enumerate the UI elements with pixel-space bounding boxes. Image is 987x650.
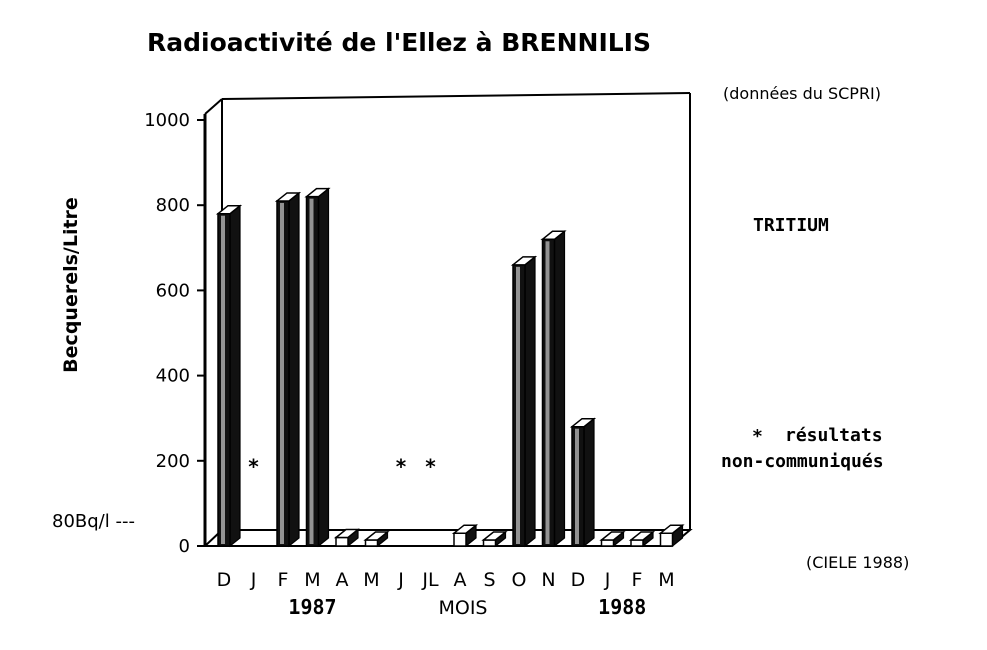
bar-highlight xyxy=(516,266,520,544)
y-tick-label: 600 xyxy=(156,280,190,301)
bar-front xyxy=(335,536,349,547)
y-tick-label: 400 xyxy=(156,366,190,387)
bar-side xyxy=(524,255,536,548)
bar-side xyxy=(583,417,595,548)
year-label: 1988 xyxy=(598,595,646,619)
missing-data-marker: * xyxy=(424,454,436,478)
bar xyxy=(569,417,597,548)
bar xyxy=(658,523,685,548)
x-tick-label: M xyxy=(363,569,379,591)
bar-highlight xyxy=(221,215,225,544)
bar xyxy=(540,230,567,548)
bar xyxy=(451,523,479,548)
threshold-label: 80Bq/l --- xyxy=(52,511,135,532)
bar-highlight xyxy=(309,198,314,544)
bar-front xyxy=(659,532,674,547)
source-note: (données du SCPRI) xyxy=(723,84,881,103)
bar-top xyxy=(451,524,479,534)
bar-front xyxy=(364,539,379,547)
bar xyxy=(274,191,302,548)
bar-side xyxy=(229,204,241,548)
bar xyxy=(510,255,538,548)
y-tick-label: 0 xyxy=(179,536,190,557)
x-tick-label: N xyxy=(541,569,555,591)
bar-top xyxy=(363,531,390,541)
x-tick-label: M xyxy=(658,569,674,591)
left-wall-top xyxy=(204,98,223,115)
bar-highlight xyxy=(575,428,579,544)
y-tick-label: 1000 xyxy=(144,110,190,131)
missing-data-marker: * xyxy=(247,454,259,478)
x-tick-label: A xyxy=(454,569,467,591)
bar-highlight xyxy=(280,202,284,544)
bar-top xyxy=(274,192,302,202)
x-tick-label: A xyxy=(336,569,349,591)
legend-missing-line1: résultats xyxy=(785,425,883,446)
x-tick-label: D xyxy=(571,569,586,591)
x-tick-label: D xyxy=(217,569,232,591)
x-tick-label: F xyxy=(278,569,289,591)
bar-highlight xyxy=(545,241,550,544)
bar-top xyxy=(599,531,626,541)
y-axis-ticks: 0 200 400 600 800 1000 xyxy=(144,110,205,557)
legend-star-symbol: * xyxy=(752,426,763,447)
bar xyxy=(599,530,626,548)
x-tick-label: J xyxy=(250,569,257,591)
bar-side xyxy=(553,230,566,548)
substance-label: TRITIUM xyxy=(753,215,829,236)
x-tick-label: S xyxy=(483,569,495,591)
bar-top xyxy=(569,417,597,428)
bar xyxy=(628,530,656,548)
bar xyxy=(215,204,243,548)
bar xyxy=(333,528,361,548)
bar-top xyxy=(215,204,243,215)
missing-data-marker: * xyxy=(395,454,407,478)
credit-note: (CIELE 1988) xyxy=(806,553,909,572)
x-tick-label: O xyxy=(512,569,527,591)
x-tick-label: F xyxy=(632,569,643,591)
y-axis-label: Becquerels/Litre xyxy=(60,197,82,373)
x-tick-label: JL xyxy=(421,569,439,591)
bar-top xyxy=(540,230,567,241)
bar-top xyxy=(333,528,361,539)
x-tick-label: J xyxy=(397,569,404,591)
year-label: 1987 xyxy=(288,595,336,619)
bar-top xyxy=(510,256,538,266)
x-tick-label: M xyxy=(304,569,320,591)
bar xyxy=(481,530,508,548)
bar-top xyxy=(481,531,508,541)
bars: * * * xyxy=(215,187,685,548)
bar-top xyxy=(658,524,685,534)
legend-missing-line2: non-communiqués xyxy=(721,451,884,472)
bar-front xyxy=(482,539,497,547)
x-tick-label: J xyxy=(604,569,611,591)
y-tick-label: 800 xyxy=(156,195,190,216)
y-tick-label: 200 xyxy=(156,451,190,472)
bar-front xyxy=(630,539,644,547)
chart-title: Radioactivité de l'Ellez à BRENNILIS xyxy=(147,28,651,57)
bar-side xyxy=(288,191,300,548)
bar xyxy=(304,187,331,548)
bar-side xyxy=(317,187,330,548)
bar-top xyxy=(304,187,331,198)
bar-top xyxy=(628,531,656,541)
bar-front xyxy=(453,532,467,547)
back-wall-top xyxy=(221,92,691,100)
bar xyxy=(363,530,390,548)
bar-front xyxy=(600,539,615,547)
x-axis-label: MOIS xyxy=(438,597,487,619)
